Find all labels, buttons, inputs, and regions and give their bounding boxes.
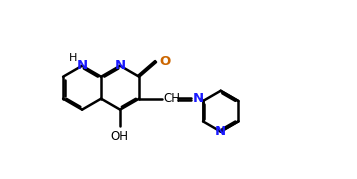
Text: O: O	[160, 55, 171, 68]
Text: H: H	[69, 54, 77, 63]
Text: N: N	[193, 92, 204, 105]
Text: CH: CH	[163, 92, 180, 105]
Text: OH: OH	[110, 130, 128, 143]
Text: N: N	[76, 59, 88, 72]
Text: N: N	[115, 59, 126, 72]
Text: N: N	[215, 125, 226, 138]
